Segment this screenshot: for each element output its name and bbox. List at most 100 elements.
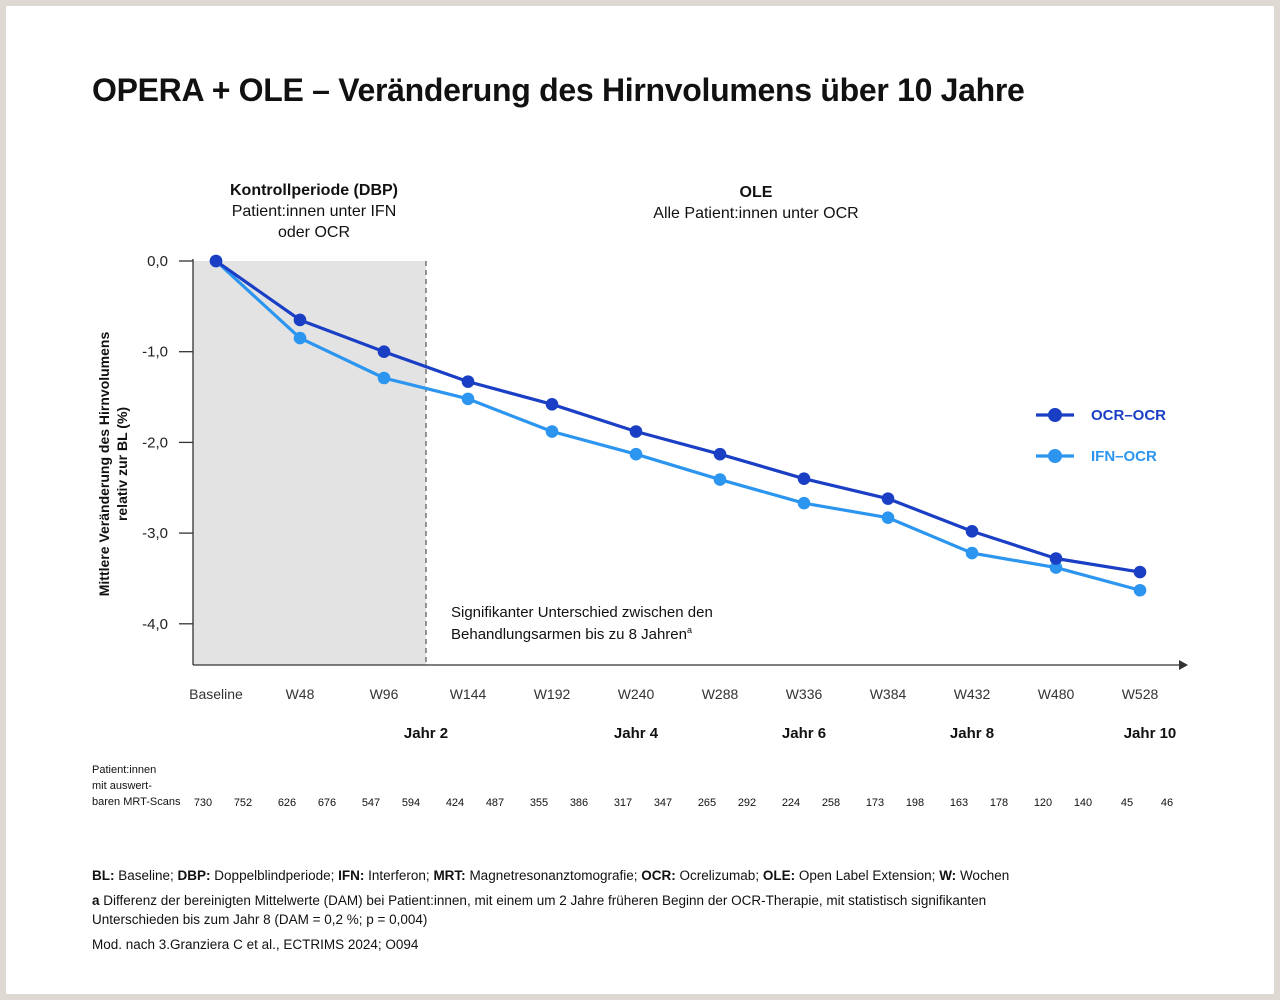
x-tick-label: W336 [786,686,823,702]
footnote-key: a [92,893,100,908]
y-tick-label: -4,0 [142,616,168,633]
x-axis-arrow [1179,660,1188,670]
data-point-ocr-ocr [209,254,223,268]
data-point-ocr-ocr [713,447,727,461]
data-point-ocr-ocr [965,524,979,538]
data-point-ocr-ocr [545,398,559,411]
abbreviation-key: OCR: [641,868,676,883]
data-point-ifn-ocr [713,473,727,486]
patients-count-ocr-ocr: 173 [866,797,884,809]
dbp-line1: Patient:innen unter IFN [231,203,397,220]
x-tick-label: W96 [370,686,399,702]
y-tick-label: -2,0 [142,434,168,451]
abbreviation-text: Ocrelizumab; [675,868,763,883]
data-point-ifn-ocr [461,392,475,406]
legend: OCR–OCR IFN–OCR [1036,407,1166,465]
series-line-ifn-ocr [214,259,1141,592]
series-ocr-ocr [209,254,1147,579]
patients-count-ifn-ocr: 676 [318,797,336,809]
footnote-a: a Differenz der bereinigten Mittelwerte … [92,891,1202,929]
dbp-period-header: Kontrollperiode (DBP) Patient:innen unte… [194,180,434,243]
y-tick-label: -1,0 [142,344,168,361]
data-point-ifn-ocr [881,511,895,524]
patient-count-table: Patient:innen mit auswert-baren MRT-Scans… [92,764,1173,809]
data-point-ifn-ocr [1049,561,1063,574]
patients-count-ifn-ocr: 178 [990,797,1008,809]
y-ticks: 0,0 -1,0 -2,0 -3,0 -4,0 [142,253,193,633]
abbreviation-text: Interferon; [364,868,434,883]
data-point-ifn-ocr [965,546,979,560]
patients-count-ocr-ocr: 265 [698,797,716,809]
abbreviation-text: Magnetresonanztomografie; [465,868,642,883]
patients-count-ocr-ocr: 626 [278,797,296,809]
dbp-heading: Kontrollperiode (DBP) [230,182,398,199]
patients-count-ocr-ocr: 317 [614,797,632,809]
abbreviation-key: OLE: [762,868,796,883]
abbreviation-key: MRT: [433,868,466,883]
patients-row-label: Patient:innen [92,764,156,776]
ole-line1: Alle Patient:innen unter OCR [653,205,859,222]
patients-row-label: baren MRT-Scans [92,796,181,808]
x-tick-labels: Baseline W48 W96 W144 W192 W240 W288 W336 W384 W4… [189,686,1158,702]
ole-heading: OLE [739,184,773,201]
x-tick-label: W192 [534,686,571,702]
patients-count-ocr-ocr: 355 [530,797,548,809]
series-layer [209,254,1147,597]
patients-row-label: mit auswert- [92,780,152,792]
abbreviation-text: Open Label Extension; [795,868,940,883]
patients-count-ifn-ocr: 198 [906,797,924,809]
x-tick-label: W480 [1038,686,1075,702]
data-point-ifn-ocr [377,371,391,385]
data-point-ocr-ocr [1133,565,1147,579]
year-label: Jahr 4 [614,725,659,742]
series-ifn-ocr [209,254,1147,597]
legend-label-ifn-ocr: IFN–OCR [1091,448,1157,465]
data-point-ocr-ocr [797,472,811,485]
data-point-ocr-ocr [629,425,643,438]
significance-note-line2-text: Behandlungsarmen bis zu 8 Jahren [451,626,687,643]
x-tick-label: W288 [702,686,739,702]
data-point-ocr-ocr [293,313,307,327]
data-point-ocr-ocr [881,492,895,505]
legend-marker-ifn-ocr [1048,449,1062,463]
x-tick-label: Baseline [189,686,243,702]
abbreviation-key: IFN: [338,868,365,883]
y-tick-label: -3,0 [142,525,168,542]
data-point-ocr-ocr [377,345,391,359]
patients-count-ocr-ocr: 224 [782,797,800,809]
y-axis-label-line1: Mittlere Veränderung des Hirnvolumens [96,332,112,597]
legend-label-ocr-ocr: OCR–OCR [1091,407,1166,424]
data-point-ifn-ocr [797,496,811,510]
data-point-ifn-ocr [293,331,307,345]
abbreviation-key: DBP: [177,868,211,883]
patients-count-ifn-ocr: 140 [1074,797,1092,809]
data-point-ifn-ocr [629,447,643,461]
abbreviation-text: Baseline; [114,868,178,883]
series-line-ocr-ocr [215,259,1141,574]
patients-count-ifn-ocr: 258 [822,797,840,809]
source-citation: Mod. nach 3.Granziera C et al., ECTRIMS … [92,937,419,952]
x-tick-label: W240 [618,686,655,702]
x-tick-label: W528 [1122,686,1159,702]
year-label: Jahr 2 [404,725,448,742]
data-point-ifn-ocr [545,425,559,438]
abbreviation-key: W: [939,868,957,883]
data-point-ifn-ocr [1133,583,1147,597]
abbreviation-text: Wochen [956,868,1010,883]
abbreviation-key: BL: [92,868,115,883]
year-labels: Jahr 2 Jahr 4 Jahr 6 Jahr 8 Jahr 10 [404,725,1176,742]
significance-note-line2: Behandlungsarmen bis zu 8 Jahrena [451,625,692,643]
patients-count-ifn-ocr: 487 [486,797,504,809]
footnote-line1: Differenz der bereinigten Mittelwerte (D… [99,893,987,908]
patients-count-ocr-ocr: 547 [362,797,380,809]
data-point-ocr-ocr [1049,552,1063,565]
patients-count-ifn-ocr: 386 [570,797,588,809]
year-label: Jahr 8 [950,725,994,742]
dbp-shaded-region [193,261,426,665]
patients-count-ifn-ocr: 347 [654,797,672,809]
patients-count-ocr-ocr: 424 [446,797,464,809]
ole-period-header: OLE Alle Patient:innen unter OCR [606,182,906,224]
chart-title: OPERA + OLE – Veränderung des Hirnvolume… [92,72,1025,108]
legend-marker-ocr-ocr [1048,408,1062,422]
year-label: Jahr 10 [1124,725,1177,742]
